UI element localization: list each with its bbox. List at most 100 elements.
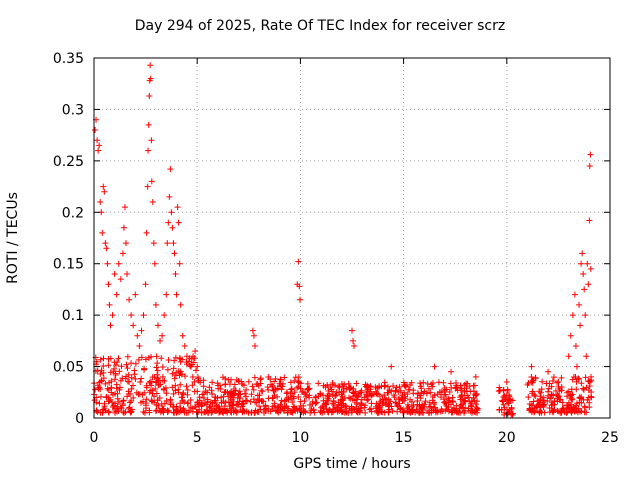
data-point xyxy=(421,401,428,408)
data-point xyxy=(271,378,278,385)
data-point xyxy=(568,395,575,402)
data-point xyxy=(559,399,566,406)
data-point xyxy=(127,408,134,415)
data-point xyxy=(430,400,437,407)
data-point xyxy=(349,396,356,403)
data-point xyxy=(298,409,305,416)
data-point xyxy=(338,402,345,409)
data-point xyxy=(226,403,233,410)
data-point xyxy=(469,398,476,405)
data-point xyxy=(138,354,145,361)
data-point xyxy=(301,407,308,414)
data-point xyxy=(545,368,552,375)
data-point xyxy=(239,398,246,405)
data-point xyxy=(225,376,232,383)
data-point xyxy=(158,355,165,362)
data-point xyxy=(203,401,210,408)
data-point xyxy=(289,399,296,406)
data-point xyxy=(581,403,588,410)
data-point xyxy=(548,391,555,398)
data-point xyxy=(396,383,403,390)
data-point xyxy=(232,387,239,394)
data-point xyxy=(530,407,537,414)
data-point xyxy=(161,400,168,407)
data-point xyxy=(159,408,166,415)
data-point xyxy=(137,378,144,385)
data-point xyxy=(272,375,279,382)
data-point xyxy=(177,358,184,365)
data-point xyxy=(350,385,357,392)
data-point xyxy=(537,389,544,396)
data-point xyxy=(97,371,104,378)
data-point xyxy=(111,359,118,366)
data-point xyxy=(259,398,266,405)
data-point xyxy=(436,389,443,396)
data-point xyxy=(183,383,190,390)
data-point xyxy=(157,337,164,344)
data-point xyxy=(500,394,507,401)
data-point xyxy=(573,363,580,370)
data-point xyxy=(306,385,313,392)
data-point xyxy=(145,354,152,361)
data-point xyxy=(454,387,461,394)
data-point xyxy=(240,407,247,414)
data-point xyxy=(152,301,159,308)
data-point xyxy=(556,385,563,392)
data-point xyxy=(141,409,148,416)
data-point xyxy=(249,383,256,390)
data-point xyxy=(580,385,587,392)
data-point xyxy=(265,373,272,380)
data-point xyxy=(565,353,572,360)
data-point xyxy=(306,392,313,399)
data-point xyxy=(105,387,112,394)
data-point xyxy=(582,374,589,381)
data-point xyxy=(348,405,355,412)
data-point xyxy=(169,224,176,231)
data-point xyxy=(538,386,545,393)
data-point xyxy=(509,411,516,418)
data-point xyxy=(563,409,570,416)
x-tick-label: 10 xyxy=(291,430,309,446)
data-point xyxy=(181,398,188,405)
data-point xyxy=(170,390,177,397)
data-point xyxy=(585,281,592,288)
data-point xyxy=(558,374,565,381)
data-point xyxy=(376,393,383,400)
data-point xyxy=(546,409,553,416)
data-point xyxy=(417,383,424,390)
data-point xyxy=(236,388,243,395)
data-point xyxy=(115,260,122,267)
data-point xyxy=(91,397,98,404)
data-point xyxy=(192,367,199,374)
data-point xyxy=(457,394,464,401)
data-point xyxy=(447,380,454,387)
data-point xyxy=(118,363,125,370)
data-point xyxy=(274,404,281,411)
y-tick-label: 0.3 xyxy=(62,102,84,118)
data-point xyxy=(576,395,583,401)
data-point xyxy=(100,375,107,382)
data-point xyxy=(186,407,193,414)
data-point xyxy=(345,394,352,401)
data-point xyxy=(190,353,197,360)
data-point xyxy=(247,398,254,405)
data-point xyxy=(165,356,172,363)
data-point xyxy=(461,408,468,415)
data-point xyxy=(132,291,139,298)
data-point xyxy=(287,390,294,397)
data-point xyxy=(162,384,169,391)
data-point xyxy=(368,392,375,399)
data-point xyxy=(294,384,301,391)
data-point xyxy=(565,399,572,406)
data-point xyxy=(112,372,119,379)
data-point xyxy=(209,379,216,386)
data-point xyxy=(105,408,112,415)
data-point xyxy=(116,386,123,393)
data-point xyxy=(120,224,127,231)
data-point xyxy=(528,373,535,380)
data-point xyxy=(132,375,139,382)
data-point xyxy=(532,374,539,381)
data-point xyxy=(177,400,184,407)
data-point xyxy=(530,398,537,405)
data-point xyxy=(295,374,302,381)
